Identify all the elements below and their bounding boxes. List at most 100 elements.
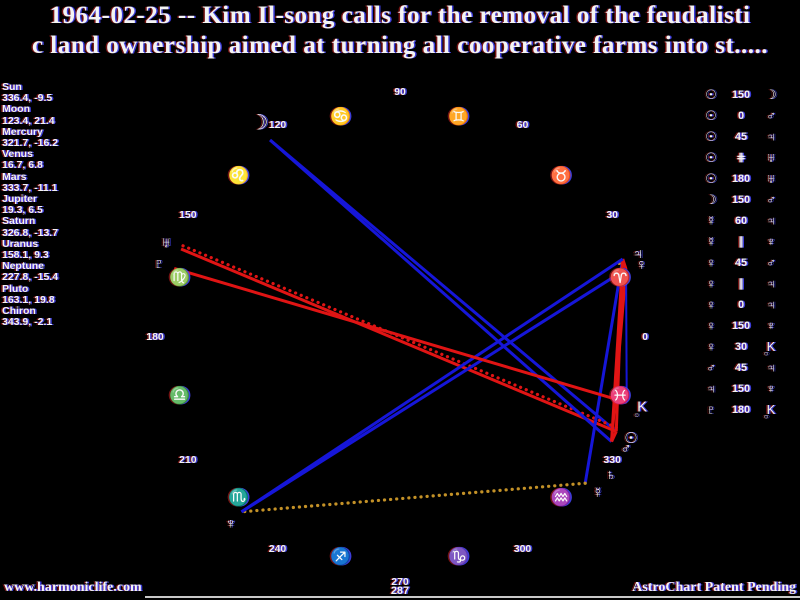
wheel-pluto-icon: ♇	[153, 255, 165, 273]
aspect-jupiter-icon: ♃	[766, 276, 776, 291]
chart-title-line1: 1964-02-25 -- Kim Il-song calls for the …	[49, 2, 751, 29]
aspect-row-sun-moon: ☉ 150 ☽	[700, 84, 782, 105]
sign-glyph-taurus: ♉	[550, 165, 572, 185]
sign-glyph-scorpio: ♏	[228, 488, 250, 508]
aspect-row-venus-chiron: ♀ 30 K ○	[700, 336, 782, 358]
aspect-planet1: ☿	[700, 213, 722, 228]
aspect-row-venus-mars: ♀ 45 ♂	[700, 252, 782, 273]
planet-values-sun: 336.4, -9.5	[2, 92, 53, 105]
planet-name-jupiter: Jupiter	[2, 193, 38, 206]
aspect-angle-label: 150	[731, 193, 751, 206]
aspect-row-sun-uranus: ☉ ⋕ ♅	[700, 147, 782, 168]
aspect-planet2: ♅	[760, 171, 782, 186]
bottom-divider-line	[145, 596, 800, 598]
aspect-row-mercury-neptune: ☿ ∥ ♆	[700, 231, 782, 252]
aspect-moon-icon: ☽	[765, 86, 777, 102]
aspect-planet2: ♃	[760, 276, 782, 291]
aspect-neptune-icon: ♆	[766, 234, 776, 249]
aspect-line-pluto-chiron	[173, 266, 628, 404]
degree-label-300: 300	[513, 543, 532, 556]
aspect-row-pluto-chiron: ♇ 180 K ○	[700, 399, 782, 421]
chart-title-line2: c land ownership aimed at turning all co…	[31, 32, 769, 59]
planet-name-sun: Sun	[2, 81, 22, 93]
sign-glyph-capricorn: ♑	[448, 547, 470, 567]
aspect-line-sun-uranus	[180, 247, 617, 433]
planet-name-pluto: Pluto	[2, 282, 29, 295]
planet-name-saturn: Saturn	[2, 215, 36, 228]
planet-values-venus: 16.7, 6.8	[2, 159, 43, 172]
planet-glyph-saturn: ♄	[605, 466, 616, 483]
degree-label-150: 150	[179, 208, 197, 221]
planet-values-chiron: 343.9, -2.1	[2, 316, 53, 329]
wheel-chiron-icon: K ○	[634, 398, 648, 420]
aspect-venus-icon: ♀	[706, 297, 716, 312]
sign-glyph-pisces: ♓	[609, 386, 631, 405]
chiron-ring-icon: ○	[634, 410, 639, 420]
wheel-mars-icon: ♂	[620, 440, 632, 458]
aspect-planet2: ☽	[760, 87, 782, 103]
degree-label-0: 0	[642, 331, 648, 343]
aspect-sun-icon: ☉	[705, 149, 717, 165]
aspect-pluto-icon: ♇	[706, 402, 716, 417]
aspect-planet1: ☿	[700, 234, 722, 249]
planet-values-moon: 123.4, 21.4	[2, 114, 55, 127]
aspect-planet2: ♂	[760, 108, 782, 123]
aspect-angle-label: 150	[731, 319, 751, 332]
aspect-sun-icon: ☉	[705, 170, 717, 186]
sign-glyph-virgo: ♍	[169, 267, 191, 287]
aspect-mars-icon: ♂	[766, 192, 776, 207]
aspect-table: ☉ 150 ☽ ☉ 0 ♂ ☉ 45 ♃ ☉ ⋕ ♅ ☉ 180 ♅ ☽ 150 ♂ ☿ 60 ♃ ☿ ∥ ♆ ♀ 45 ♂ ♀ ∥ ♃ ♀…	[700, 84, 782, 421]
aspect-angle-label: 180	[731, 172, 751, 185]
aspect-planet1: ♀	[700, 255, 722, 270]
degree-label-180: 180	[146, 331, 164, 343]
aspect-moon-icon: ☽	[705, 191, 717, 207]
planet-values-uranus: 158.1, 9.3	[2, 249, 49, 262]
planet-name-mars: Mars	[2, 170, 27, 183]
degree-label-210: 210	[179, 453, 197, 466]
aspect-planet2: ♃	[760, 297, 782, 312]
aspect-line-venus-jupiter	[616, 257, 623, 271]
aspect-jupiter-icon: ♃	[706, 381, 716, 396]
aspect-angle-label: 45	[734, 361, 748, 374]
aspect-planet2: ♃	[760, 213, 782, 228]
aspect-angle-label: 150	[731, 88, 751, 101]
sign-glyph-cancer: ♋	[330, 106, 352, 126]
wheel-moon-icon: ☽	[249, 111, 269, 135]
planet-position-list: Sun 336.4, -9.5 Moon 123.4, 21.4 Mercury 321.…	[2, 81, 59, 329]
degree-label-120: 120	[268, 118, 287, 131]
aspect-mars-icon: ♂	[766, 108, 776, 123]
aspect-row-sun-mars: ☉ 0 ♂	[700, 105, 782, 126]
wheel-jupiter-icon: ♃	[632, 245, 644, 263]
aspect-line-venus-neptune	[240, 267, 627, 514]
aspect-jupiter-icon: ♃	[766, 213, 776, 228]
aspect-chiron-icon: K ○	[763, 339, 776, 358]
aspect-row-venus-jupiter: ♀ ∥ ♃	[700, 273, 782, 294]
sign-glyph-gemini: ♊	[448, 106, 470, 126]
aspect-planet1: ♀	[700, 318, 722, 333]
aspect-angle-label: 45	[734, 256, 748, 269]
footer-website-url: www.harmoniclife.com	[4, 580, 142, 595]
aspect-line-mercury-neptune	[239, 481, 587, 514]
chiron-ring-icon: ○	[763, 349, 769, 358]
aspect-planet2: ♅	[760, 150, 782, 165]
aspect-planet2: ♂	[760, 192, 782, 207]
footer-patent-text: AstroChart Patent Pending	[632, 580, 796, 595]
aspect-jupiter-icon: ♃	[766, 360, 776, 375]
aspect-line-moon-mars	[269, 138, 613, 443]
sign-glyph-aquarius: ♒	[550, 488, 572, 508]
planet-values-saturn: 326.8, -13.7	[2, 226, 59, 239]
wheel-uranus-icon: ♅	[160, 234, 172, 252]
planet-name-moon: Moon	[2, 103, 30, 116]
degree-label-330: 330	[603, 453, 621, 466]
aspect-planet2: K ○	[760, 402, 782, 421]
aspect-angle-label: 0	[737, 109, 745, 122]
aspect-planet1: ♀	[700, 297, 722, 312]
aspect-planet1: ♀	[700, 276, 722, 291]
aspect-jupiter-icon: ♃	[766, 129, 776, 144]
sign-glyph-leo: ♌	[228, 165, 250, 185]
aspect-line-sun-uranus	[179, 243, 618, 430]
aspect-planet1: ☉	[700, 87, 722, 103]
planet-glyph-venus: ♀	[636, 256, 647, 273]
aspect-row-jupiter-neptune: ♃ 150 ♆	[700, 378, 782, 399]
